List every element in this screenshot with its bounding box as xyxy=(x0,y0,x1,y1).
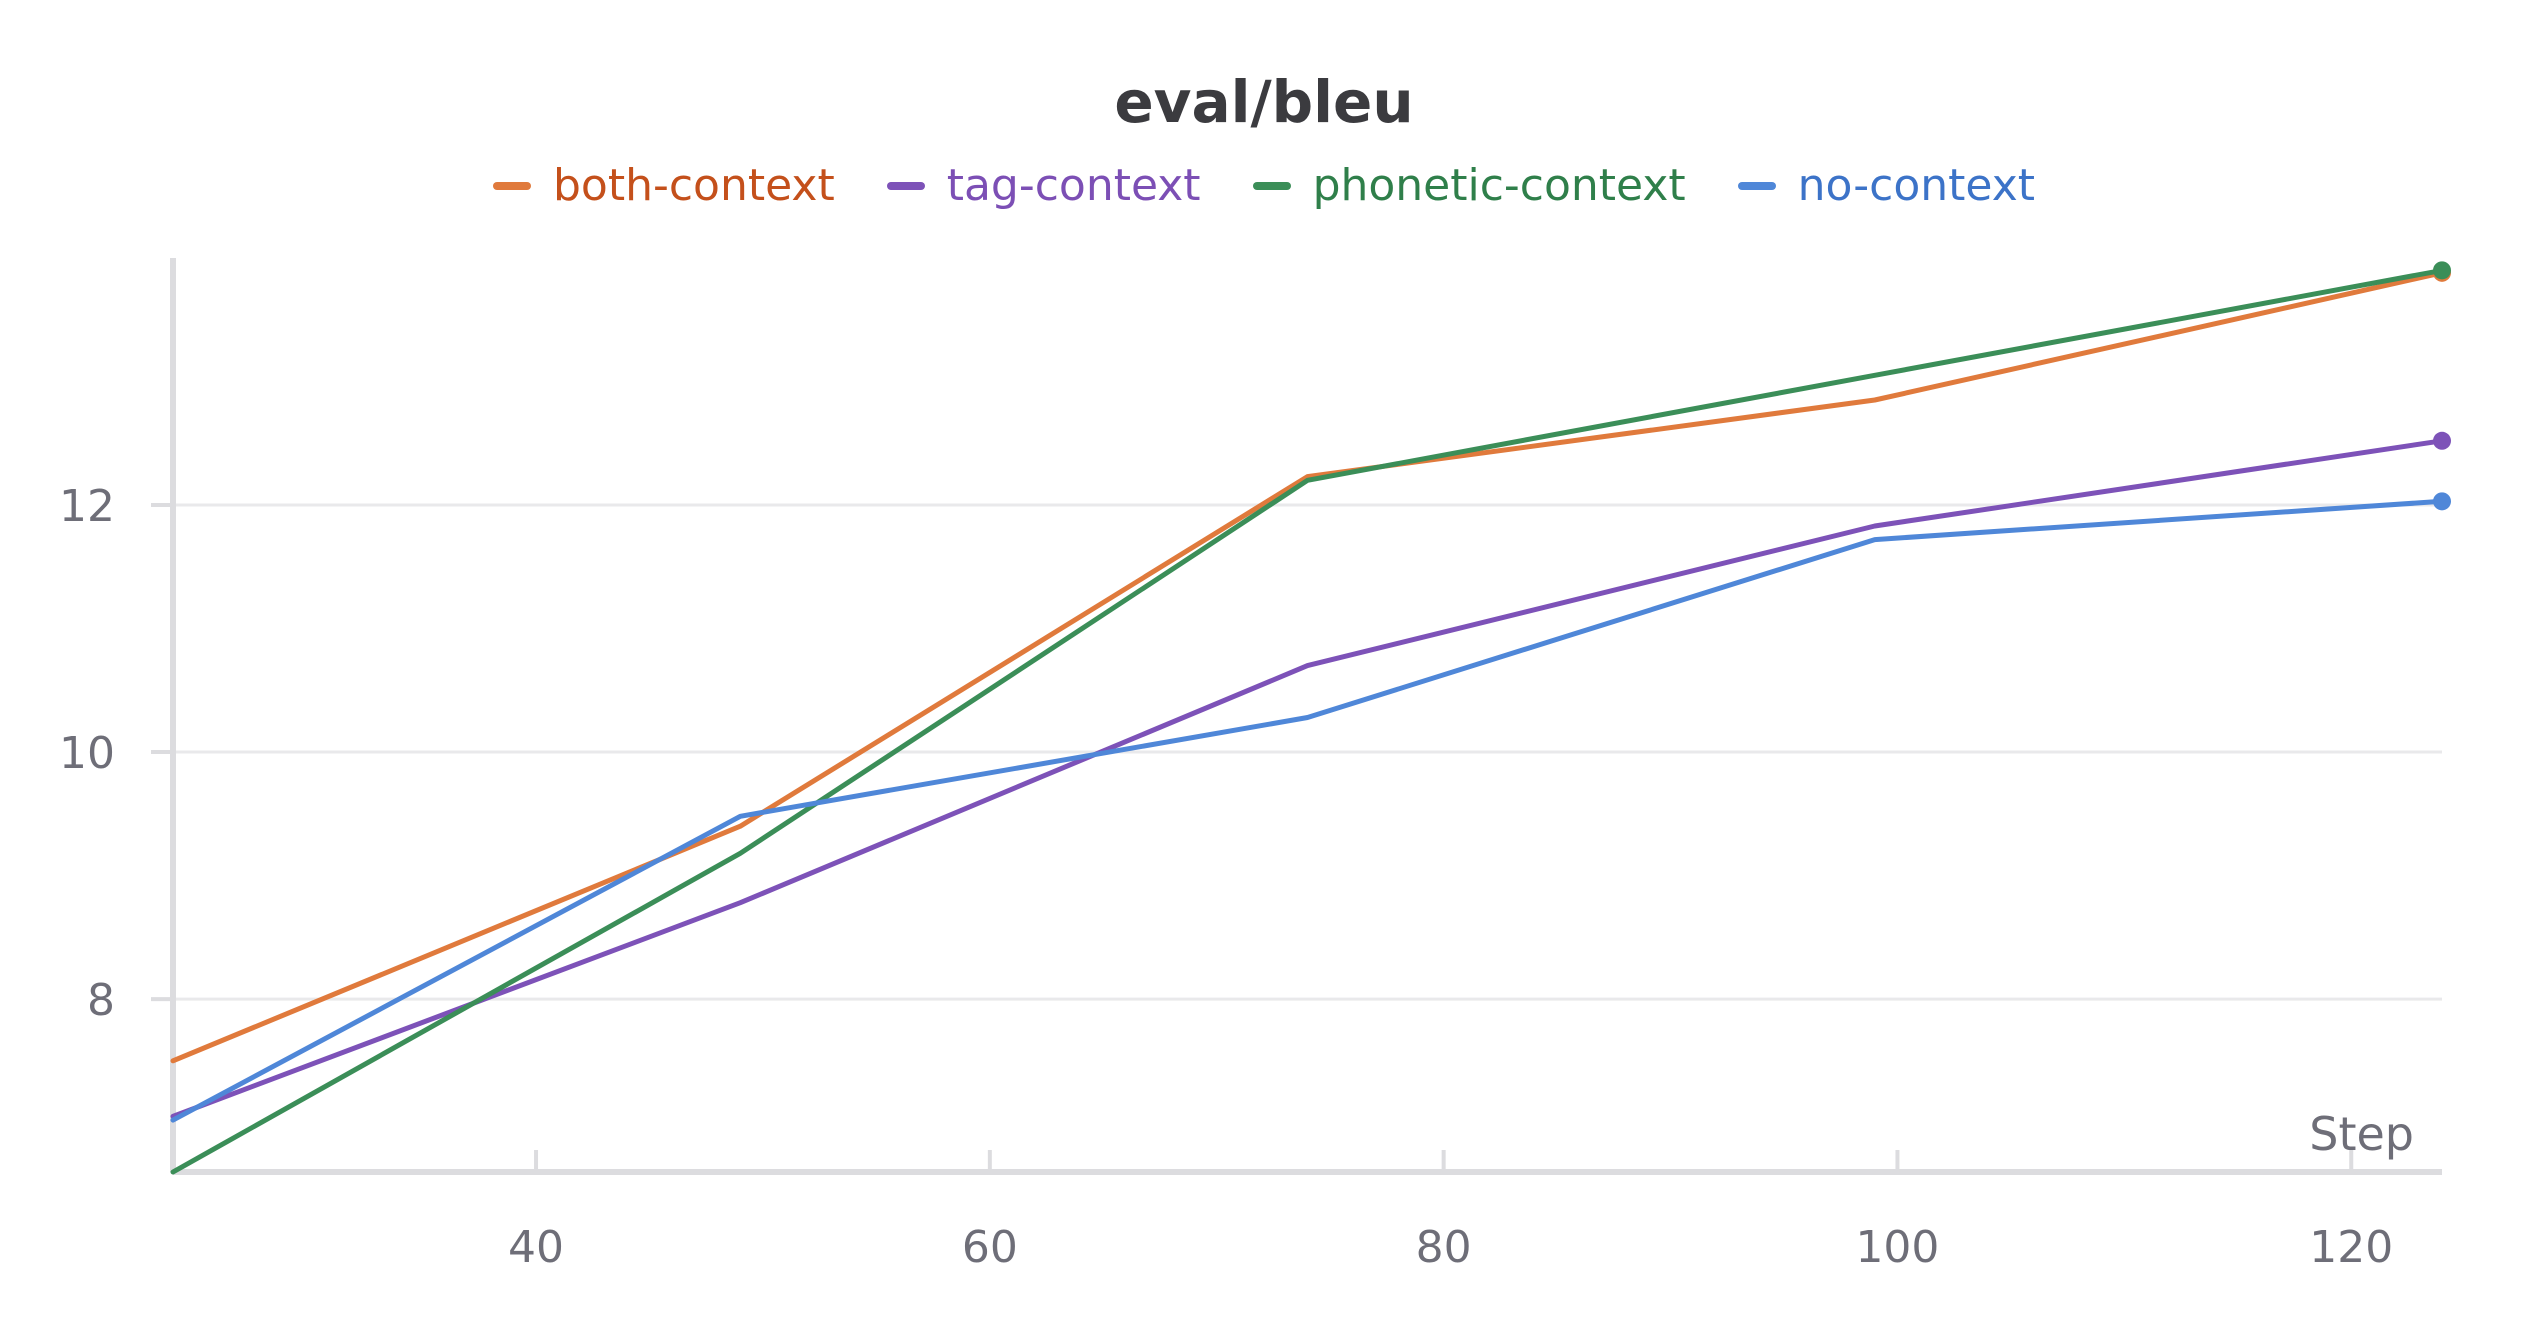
legend-swatch xyxy=(886,181,925,190)
data-point-no-context xyxy=(2433,492,2451,511)
legend-label: tag-context xyxy=(946,160,1201,211)
x-tick-label: 60 xyxy=(962,1222,1018,1273)
legend-item-both-context[interactable]: both-context xyxy=(493,160,835,211)
data-point-phonetic-context xyxy=(2433,261,2451,280)
x-axis-label: Step xyxy=(2309,1107,2414,1161)
series-line-phonetic-context xyxy=(170,267,2445,1175)
data-point-tag-context xyxy=(2433,431,2451,450)
legend-item-tag-context[interactable]: tag-context xyxy=(886,160,1201,211)
legend-swatch xyxy=(1252,181,1291,190)
x-tick-label: 100 xyxy=(1855,1222,1939,1273)
y-tick-label: 10 xyxy=(59,728,115,779)
series-line-no-context xyxy=(170,498,2445,1123)
x-tick-label: 80 xyxy=(1416,1222,1472,1273)
series-line-both-context xyxy=(170,270,2445,1064)
y-tick-label: 12 xyxy=(59,481,115,532)
series-line-tag-context xyxy=(170,438,2445,1119)
y-tick-label: 8 xyxy=(87,975,115,1026)
legend-swatch xyxy=(1737,181,1776,190)
x-tick-label: 40 xyxy=(508,1222,564,1273)
legend-label: no-context xyxy=(1797,160,2035,211)
legend-swatch xyxy=(493,181,531,190)
legend-label: phonetic-context xyxy=(1312,160,1686,211)
legend-item-no-context[interactable]: no-context xyxy=(1737,160,2035,211)
legend-item-phonetic-context[interactable]: phonetic-context xyxy=(1252,160,1686,211)
chart-title: eval/bleu xyxy=(1114,68,1414,136)
chart-legend: both-context tag-context phonetic-context n… xyxy=(0,160,2528,211)
legend-label: both-context xyxy=(553,160,835,211)
x-tick-label: 120 xyxy=(2309,1222,2393,1273)
